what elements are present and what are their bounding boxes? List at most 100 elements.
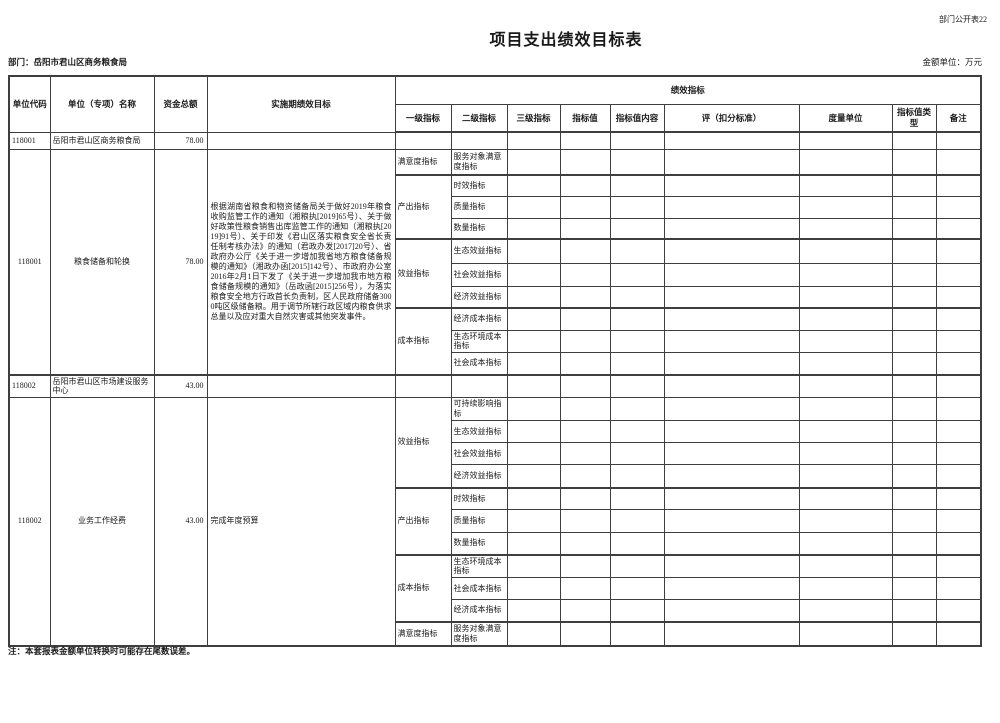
l2-indicator-cell: 生态效益指标 — [450, 420, 508, 443]
header-l1: 一级指标 — [394, 103, 452, 133]
header-l2: 二级指标 — [450, 103, 508, 133]
empty-cell — [663, 262, 800, 287]
empty-cell — [609, 285, 665, 309]
empty-cell — [935, 174, 982, 197]
header-value: 指标值 — [559, 103, 611, 133]
empty-cell — [609, 217, 665, 240]
empty-cell — [506, 174, 561, 197]
empty-cell — [609, 420, 665, 443]
empty-cell — [609, 532, 665, 556]
l2-indicator-cell: 数量指标 — [450, 217, 508, 240]
empty-cell — [935, 148, 982, 176]
empty-cell — [935, 374, 982, 398]
empty-cell — [935, 217, 982, 240]
l1-indicator-cell: 效益指标 — [394, 238, 452, 309]
empty-cell — [935, 352, 982, 376]
header-remark: 备注 — [935, 103, 982, 133]
empty-cell — [891, 217, 937, 240]
empty-cell — [798, 374, 893, 398]
empty-cell — [798, 420, 893, 443]
empty-cell — [663, 509, 800, 533]
empty-cell — [935, 262, 982, 287]
empty-cell — [891, 262, 937, 287]
empty-cell — [206, 374, 396, 398]
empty-cell — [891, 238, 937, 264]
empty-cell — [891, 532, 937, 556]
l2-indicator-cell: 生态环境成本指标 — [450, 329, 508, 353]
l2-indicator-cell: 时效指标 — [450, 487, 508, 510]
l2-indicator-cell: 质量指标 — [450, 509, 508, 533]
empty-cell — [935, 509, 982, 533]
empty-cell — [935, 195, 982, 219]
empty-cell — [798, 174, 893, 197]
empty-cell — [663, 307, 800, 331]
empty-cell — [663, 464, 800, 489]
l1-indicator-cell: 产出指标 — [394, 487, 452, 556]
l2-indicator-cell: 社会效益指标 — [450, 442, 508, 465]
l2-indicator-cell: 经济效益指标 — [450, 464, 508, 489]
empty-cell — [798, 285, 893, 309]
l2-indicator-cell: 经济成本指标 — [450, 599, 508, 623]
empty-cell — [935, 442, 982, 465]
empty-cell — [935, 599, 982, 623]
header-unit-code: 单位代码 — [8, 75, 51, 133]
empty-cell — [891, 397, 937, 421]
empty-cell — [935, 307, 982, 331]
empty-cell — [891, 285, 937, 309]
header-measure-unit: 度量单位 — [798, 103, 893, 133]
empty-cell — [663, 554, 800, 578]
empty-cell — [798, 195, 893, 219]
empty-cell — [891, 577, 937, 600]
header-total-fund: 资金总额 — [153, 75, 208, 133]
empty-cell — [891, 131, 937, 150]
empty-cell — [935, 285, 982, 309]
empty-cell — [559, 238, 611, 264]
l1-indicator-cell: 成本指标 — [394, 307, 452, 376]
empty-cell — [609, 148, 665, 176]
empty-cell — [206, 131, 396, 150]
l2-indicator-cell: 服务对象满意度指标 — [450, 148, 508, 176]
empty-cell — [891, 420, 937, 443]
empty-cell — [798, 621, 893, 646]
empty-cell — [609, 329, 665, 353]
empty-cell — [559, 148, 611, 176]
empty-cell — [935, 554, 982, 578]
empty-cell — [798, 148, 893, 176]
empty-cell — [559, 442, 611, 465]
empty-cell — [663, 329, 800, 353]
empty-cell — [798, 464, 893, 489]
empty-cell — [891, 174, 937, 197]
empty-cell — [891, 352, 937, 376]
header-value-type: 指标值类型 — [891, 103, 937, 133]
empty-cell — [798, 131, 893, 150]
goal-cell: 根据湖南省粮食和物资储备局关于做好2019年粮食收购监管工作的通知（湘粮执[20… — [206, 148, 396, 376]
empty-cell — [506, 487, 561, 510]
empty-cell — [663, 487, 800, 510]
empty-cell — [559, 262, 611, 287]
empty-cell — [609, 621, 665, 646]
empty-cell — [609, 307, 665, 331]
l2-indicator-cell: 社会效益指标 — [450, 262, 508, 287]
empty-cell — [609, 577, 665, 600]
unit-name-cell: 岳阳市君山区市场建设服务中心 — [49, 374, 155, 398]
header-value-content: 指标值内容 — [609, 103, 665, 133]
empty-cell — [935, 420, 982, 443]
empty-cell — [935, 577, 982, 600]
empty-cell — [663, 174, 800, 197]
empty-cell — [506, 532, 561, 556]
empty-cell — [609, 487, 665, 510]
l1-indicator-cell: 满意度指标 — [394, 621, 452, 646]
empty-cell — [609, 374, 665, 398]
empty-cell — [609, 554, 665, 578]
empty-cell — [609, 174, 665, 197]
empty-cell — [609, 238, 665, 264]
header-score-rule: 评（扣分标准） — [663, 103, 800, 133]
empty-cell — [506, 509, 561, 533]
empty-cell — [891, 464, 937, 489]
project-code-cell: 118002 — [8, 397, 51, 646]
empty-cell — [891, 509, 937, 533]
empty-cell — [506, 131, 561, 150]
empty-cell — [559, 329, 611, 353]
header-l3: 三级指标 — [506, 103, 561, 133]
doc-code: 部门公开表22 — [939, 15, 987, 24]
